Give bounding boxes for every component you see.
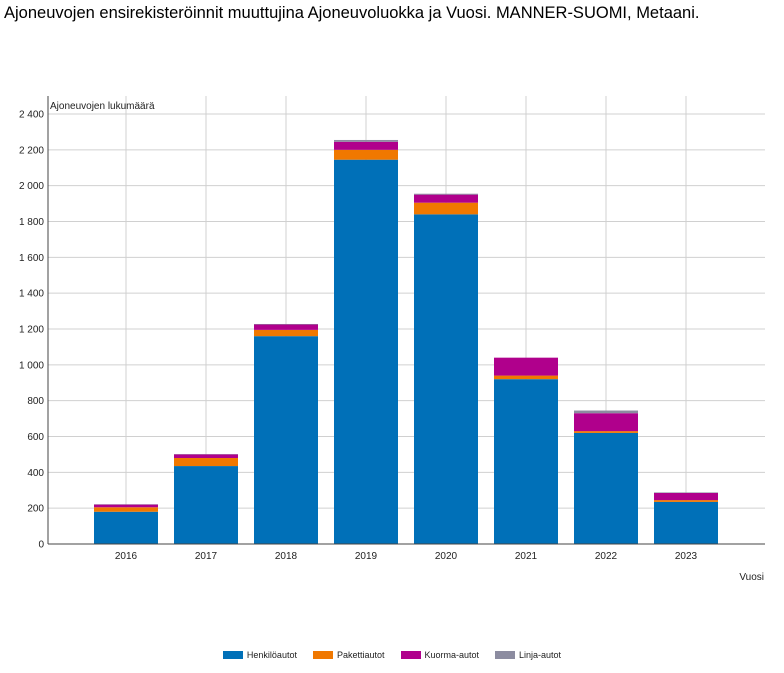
- bars: [94, 139, 718, 545]
- bar-pakettiautot-2023: [654, 500, 718, 502]
- legend-label: Henkilöautot: [246, 650, 297, 660]
- x-tick-label: 2016: [115, 551, 138, 562]
- bar-kuorma-autot-2022: [574, 413, 638, 432]
- legend-swatch: [400, 651, 421, 659]
- bar-pakettiautot-2019: [334, 149, 398, 160]
- bar-henkilöautot-2018: [254, 336, 318, 544]
- bar-henkilöautot-2016: [94, 511, 158, 544]
- legend-label: Pakettiautot: [336, 650, 385, 660]
- bar-pakettiautot-2016: [94, 507, 158, 512]
- y-tick-label: 600: [27, 432, 44, 443]
- bar-pakettiautot-2018: [254, 329, 318, 337]
- y-tick-label: 200: [27, 504, 44, 515]
- bar-pakettiautot-2021: [494, 375, 558, 380]
- chart-title: Ajoneuvojen ensirekisteröinnit muuttujin…: [4, 4, 700, 22]
- legend: Henkilöautot Pakettiautot Kuorma-autot Linj…: [0, 650, 784, 660]
- x-tick-label: 2018: [275, 551, 298, 562]
- y-tick-label: 800: [27, 396, 44, 407]
- y-tick-label: 1 800: [19, 217, 44, 228]
- bar-kuorma-autot-2019: [334, 141, 398, 150]
- y-tick-label: 0: [38, 540, 44, 551]
- x-tick-label: 2020: [435, 551, 458, 562]
- legend-item: Kuorma-autot: [400, 650, 480, 660]
- y-tick-label: 1 000: [19, 360, 44, 371]
- x-tick-label: 2017: [195, 551, 218, 562]
- stacked-bar-chart: 0 200 400 600 800 1 000 1 200 1 400 1 600 1 800 2 …: [19, 96, 765, 583]
- legend-swatch: [495, 651, 516, 659]
- legend-item: Linja-autot: [495, 650, 561, 660]
- y-axis-label: Ajoneuvojen lukumäärä: [50, 101, 155, 112]
- bar-henkilöautot-2020: [414, 214, 478, 545]
- x-tick-label: 2022: [595, 551, 618, 562]
- y-tick-label: 400: [27, 468, 44, 479]
- legend-label: Linja-autot: [519, 650, 562, 660]
- y-tick-label: 2 400: [19, 110, 44, 121]
- x-tick-label: 2023: [675, 551, 698, 562]
- y-tick-label: 1 400: [19, 289, 44, 300]
- bar-henkilöautot-2017: [174, 466, 238, 544]
- bar-pakettiautot-2022: [574, 431, 638, 433]
- y-tick-label: 1 600: [19, 253, 44, 264]
- bar-linja-autot-2019: [334, 139, 398, 142]
- x-tick-label: 2019: [355, 551, 378, 562]
- x-tick-label: 2021: [515, 551, 538, 562]
- legend-swatch: [312, 651, 333, 659]
- axes: 0 200 400 600 800 1 000 1 200 1 400 1 600 1 800 2 …: [19, 96, 765, 562]
- x-axis-label: Vuosi: [739, 572, 764, 583]
- bar-linja-autot-2018: [254, 323, 318, 325]
- bar-henkilöautot-2023: [654, 501, 718, 544]
- bar-kuorma-autot-2018: [254, 324, 318, 330]
- y-tick-label: 2 200: [19, 145, 44, 156]
- bar-henkilöautot-2021: [494, 379, 558, 544]
- bar-kuorma-autot-2020: [414, 194, 478, 203]
- bar-kuorma-autot-2023: [654, 492, 718, 501]
- y-tick-label: 2 000: [19, 181, 44, 192]
- legend-label: Kuorma-autot: [424, 650, 480, 660]
- bar-henkilöautot-2019: [334, 159, 398, 544]
- y-tick-label: 1 200: [19, 325, 44, 336]
- legend-item: Pakettiautot: [312, 650, 385, 660]
- bar-pakettiautot-2017: [174, 458, 238, 467]
- legend-swatch: [222, 651, 243, 659]
- bar-kuorma-autot-2016: [94, 504, 158, 508]
- bar-henkilöautot-2022: [574, 432, 638, 544]
- bar-kuorma-autot-2021: [494, 357, 558, 376]
- bar-kuorma-autot-2017: [174, 454, 238, 458]
- legend-item: Henkilöautot: [222, 650, 297, 660]
- bar-linja-autot-2020: [414, 193, 478, 195]
- bar-linja-autot-2023: [654, 492, 718, 493]
- bar-pakettiautot-2020: [414, 202, 478, 215]
- grid: [48, 96, 765, 545]
- bar-linja-autot-2022: [574, 410, 638, 414]
